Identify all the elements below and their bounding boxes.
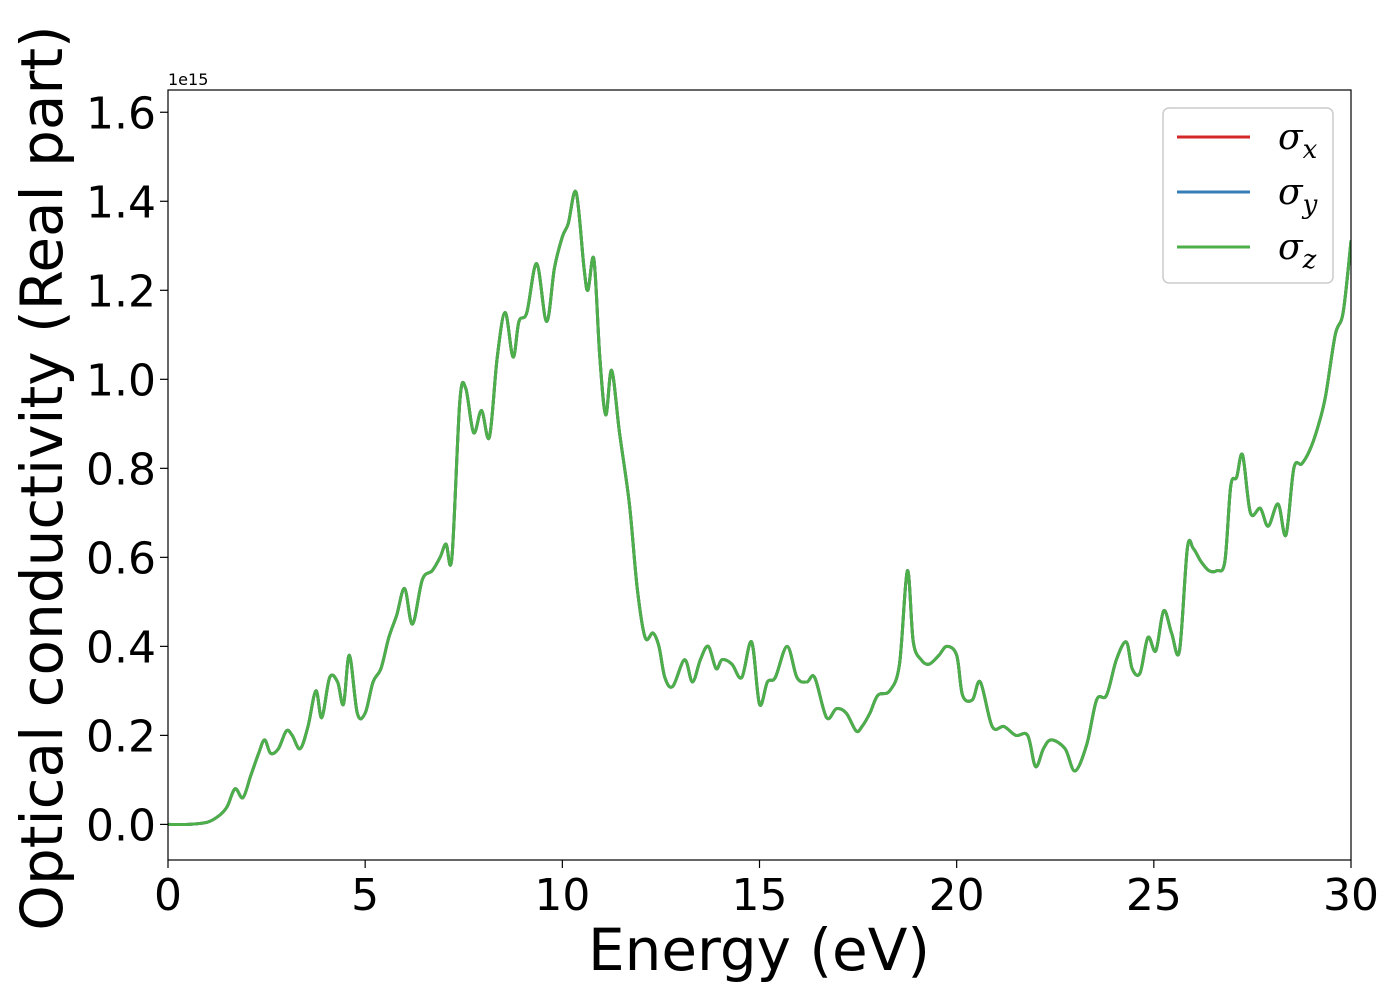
x-tick-label: 20 (929, 870, 985, 921)
series-layer (168, 189, 1351, 827)
legend: σx σy σz (1162, 107, 1334, 284)
x-axis-ticks: 0 5 10 15 20 25 30 (154, 860, 1379, 921)
y-tick-label: 0.6 (86, 533, 156, 584)
y-tick-label: 1.4 (86, 177, 156, 228)
x-tick-label: 25 (1126, 870, 1182, 921)
y-tick-label: 0.2 (86, 711, 156, 762)
x-tick-label: 10 (534, 870, 590, 921)
y-tick-label: 1.0 (86, 355, 156, 406)
y-axis-title: Optical conductivity (Real part) (8, 25, 76, 930)
y-offset-label: 1e15 (168, 70, 208, 89)
x-tick-label: 5 (351, 870, 379, 921)
x-tick-label: 0 (154, 870, 182, 921)
x-tick-label: 30 (1323, 870, 1379, 921)
plot-area (167, 89, 1352, 861)
y-tick-label: 0.8 (86, 444, 156, 495)
legend-label-y: σy (1278, 172, 1318, 220)
y-axis-ticks: 0.0 0.2 0.4 0.6 0.8 1.0 1.2 1.4 1.6 (86, 88, 168, 851)
y-tick-label: 0.0 (86, 800, 156, 851)
x-tick-label: 15 (732, 870, 788, 921)
legend-box (1162, 107, 1334, 284)
y-tick-label: 0.4 (86, 622, 156, 673)
x-axis-title: Energy (eV) (588, 916, 930, 984)
y-tick-label: 1.6 (86, 88, 156, 139)
series-line-z (168, 189, 1351, 827)
y-tick-label: 1.2 (86, 266, 156, 317)
legend-label-x: σx (1278, 117, 1318, 165)
legend-label-z: σz (1278, 227, 1317, 275)
